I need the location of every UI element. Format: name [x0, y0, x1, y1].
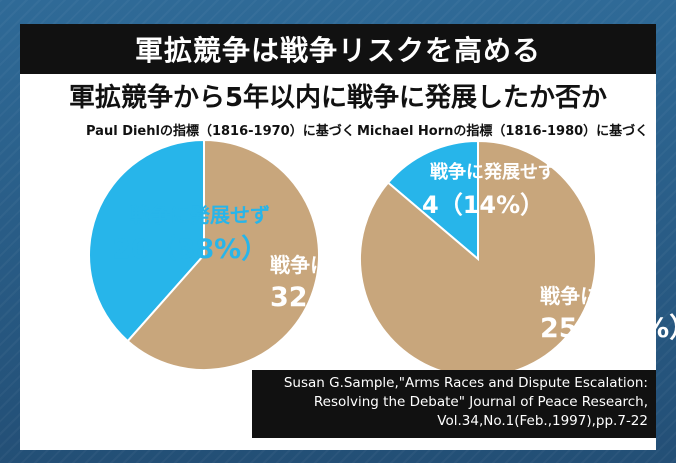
pie-1-slice-1-value: 25（86%）	[540, 313, 676, 344]
pie-1-slice-0-label: 戦争に発展せず	[430, 161, 556, 183]
pie-0-slice-0	[88, 138, 205, 343]
chart-subtitle: 軍拡競争から5年以内に戦争に発展したか否か	[68, 83, 608, 113]
citation-line-2: Resolving the Debate" Journal of Peace R…	[313, 394, 648, 410]
pie-0-slice-0-value: 20（38%）	[112, 234, 268, 265]
chart-title-left: Paul Diehlの指標（1816-1970）に基づく	[86, 124, 355, 139]
pie-0-slice-1-label: 戦争に発展	[270, 253, 370, 277]
pie-1-slice-1-label: 戦争に発展	[540, 284, 640, 308]
pie-0-slice-1	[126, 138, 320, 371]
pie-1-slice-0	[386, 139, 479, 262]
chart-title-right: Michael Hornの指標（1816-1980）に基づく	[357, 124, 649, 139]
pie-1-slice-0-value: 4（14%）	[422, 191, 544, 219]
pie-0-slice-0-label: 戦争に発展せず	[130, 203, 270, 227]
citation-box: Susan G.Sample,"Arms Races and Dispute E…	[252, 370, 656, 438]
citation-line-1: Susan G.Sample,"Arms Races and Dispute E…	[283, 375, 648, 391]
citation-line-3: Vol.34,No.1(Feb.,1997),pp.7-22	[437, 413, 648, 429]
pie-1-slice-1	[359, 139, 597, 378]
page-title: 軍拡競争は戦争リスクを高める	[20, 24, 656, 74]
